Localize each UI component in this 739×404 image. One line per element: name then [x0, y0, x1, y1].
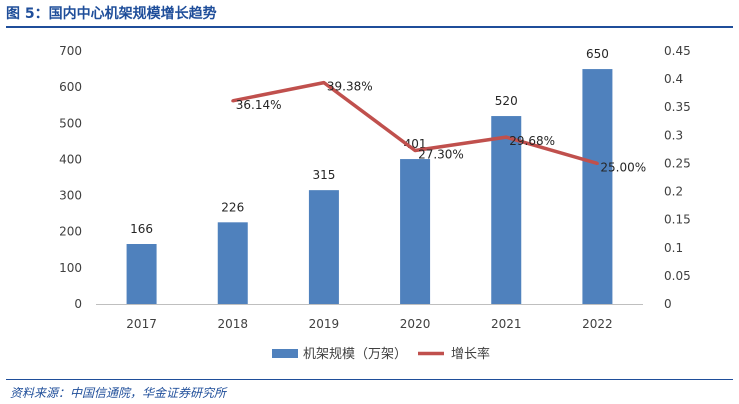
- bar: [126, 244, 157, 304]
- y-left-tick-label: 300: [59, 189, 82, 203]
- y-left-axis: 0 100 200 300 400 500 600 700: [59, 44, 82, 311]
- legend: 机架规模（万架） 增长率: [272, 346, 490, 362]
- y-right-tick-label: 0.4: [664, 72, 683, 86]
- y-right-tick-label: 0.2: [664, 185, 683, 199]
- y-right-tick-label: 0.3: [664, 128, 683, 142]
- bar-value-label: 315: [312, 168, 335, 182]
- x-tick-label: 2020: [400, 317, 431, 331]
- x-tick-label: 2018: [217, 317, 248, 331]
- bar-value-label: 520: [495, 94, 518, 108]
- legend-bar-swatch: [272, 349, 298, 358]
- legend-line-label: 增长率: [451, 346, 490, 362]
- growth-rate-point: [595, 161, 599, 165]
- y-right-axis: 0 0.05 0.1 0.15 0.2 0.25 0.3 0.35 0.4 0.45: [664, 44, 691, 311]
- bar: [217, 222, 248, 304]
- y-left-tick-label: 0: [74, 297, 82, 311]
- y-right-tick-label: 0: [664, 297, 672, 311]
- growth-rate-label: 36.14%: [236, 98, 282, 112]
- growth-rate-point: [231, 99, 235, 103]
- bar: [308, 190, 339, 304]
- bar: [491, 116, 522, 304]
- growth-rate-label: 29.68%: [509, 134, 555, 148]
- y-left-tick-label: 500: [59, 116, 82, 130]
- legend-bar-label: 机架规模（万架）: [303, 347, 407, 362]
- bar-value-label: 226: [221, 200, 244, 214]
- y-left-tick-label: 200: [59, 225, 82, 239]
- y-right-tick-label: 0.25: [664, 156, 691, 170]
- y-left-tick-label: 100: [59, 261, 82, 275]
- y-right-tick-label: 0.1: [664, 241, 683, 255]
- x-tick-label: 2021: [491, 317, 522, 331]
- x-tick-label: 2017: [126, 317, 157, 331]
- source-rule: [6, 379, 733, 380]
- x-tick-label: 2022: [582, 317, 613, 331]
- y-right-tick-label: 0.05: [664, 269, 691, 283]
- growth-rate-label: 27.30%: [418, 148, 464, 162]
- y-left-tick-label: 700: [59, 44, 82, 58]
- source-note: 资料来源：中国信通院，华金证券研究所: [10, 386, 227, 400]
- y-left-tick-label: 400: [59, 152, 82, 166]
- bar: [400, 159, 431, 304]
- bar-value-label: 650: [586, 47, 609, 61]
- figure-title: 图 5：国内中心机架规模增长趋势: [6, 6, 217, 22]
- growth-rate-point: [322, 81, 326, 85]
- line-series: [231, 80, 599, 166]
- growth-rate-point: [504, 135, 508, 139]
- x-tick-label: 2019: [309, 317, 340, 331]
- growth-rate-label: 39.38%: [327, 80, 373, 94]
- y-right-tick-label: 0.15: [664, 213, 691, 227]
- growth-rate-label: 25.00%: [600, 160, 646, 174]
- bar-series: [126, 69, 613, 304]
- y-right-tick-label: 0.35: [664, 100, 691, 114]
- line-data-labels: 36.14% 39.38% 27.30% 29.68% 25.00%: [236, 80, 646, 175]
- y-right-tick-label: 0.45: [664, 44, 691, 58]
- chart-area: 0 100 200 300 400 500 600 700 0 0.05 0.1 0.15 0.2 0.…: [59, 44, 691, 362]
- bar-value-label: 166: [130, 222, 153, 236]
- growth-rate-point: [413, 149, 417, 153]
- y-left-tick-label: 600: [59, 80, 82, 94]
- bar: [582, 69, 613, 304]
- x-axis: 2017 2018 2019 2020 2021 2022: [126, 317, 612, 331]
- title-rule: [6, 26, 733, 28]
